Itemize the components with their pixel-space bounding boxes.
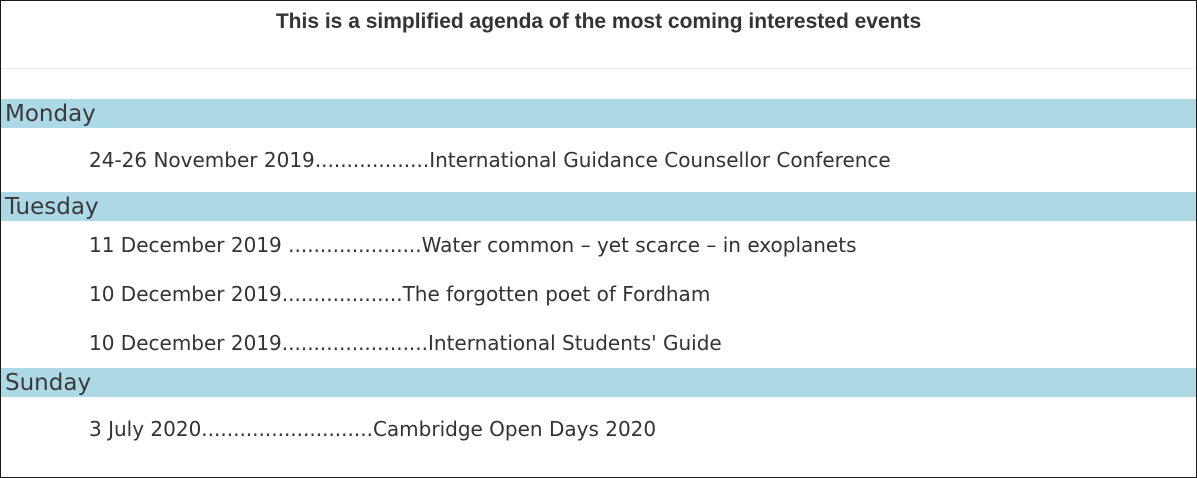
event-item: 11 December 2019 .....................Wa… xyxy=(89,233,857,257)
event-item: 24-26 November 2019..................Int… xyxy=(89,148,891,172)
agenda-list: Monday 24-26 November 2019..............… xyxy=(1,99,1196,461)
day-heading-tuesday: Tuesday xyxy=(1,192,1196,221)
event-item: 10 December 2019.......................I… xyxy=(89,331,722,355)
agenda-header: This is a simplified agenda of the most … xyxy=(1,1,1196,69)
event-item: 10 December 2019...................The f… xyxy=(89,282,711,306)
agenda-title: This is a simplified agenda of the most … xyxy=(275,10,922,33)
event-item: 3 July 2020...........................Ca… xyxy=(89,417,657,441)
day-heading-sunday: Sunday xyxy=(1,368,1196,397)
day-heading-monday: Monday xyxy=(1,99,1196,128)
